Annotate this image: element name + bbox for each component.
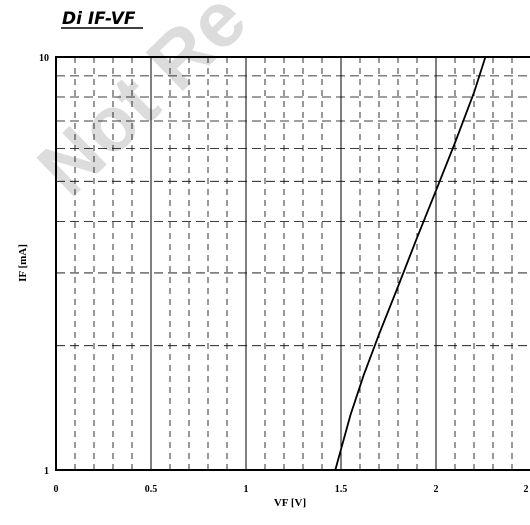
y-tick-label: 10 xyxy=(39,53,49,64)
plot-frame xyxy=(55,56,530,471)
x-tick-label: 0.5 xyxy=(145,484,158,495)
x-tick-label: 0 xyxy=(54,484,59,495)
if-vf-curve xyxy=(334,56,487,471)
x-tick-label: 2 xyxy=(434,484,439,495)
x-tick-label: 1 xyxy=(244,484,249,495)
series-layer xyxy=(334,56,487,471)
major-gridlines xyxy=(150,57,437,470)
y-axis-label: IF [mA] xyxy=(17,244,29,282)
y-tick-labels: 1 10 xyxy=(39,53,49,477)
x-tick-labels: 0 0.5 1 1.5 2 2 xyxy=(54,484,529,495)
y-tick-label: 1 xyxy=(44,466,49,477)
chart-title: Di IF-VF xyxy=(62,9,136,29)
x-axis-label: VF [V] xyxy=(274,497,306,509)
x-tick-label: 1.5 xyxy=(335,484,348,495)
minor-gridlines xyxy=(56,57,530,470)
x-tick-label: 2 xyxy=(524,484,529,495)
